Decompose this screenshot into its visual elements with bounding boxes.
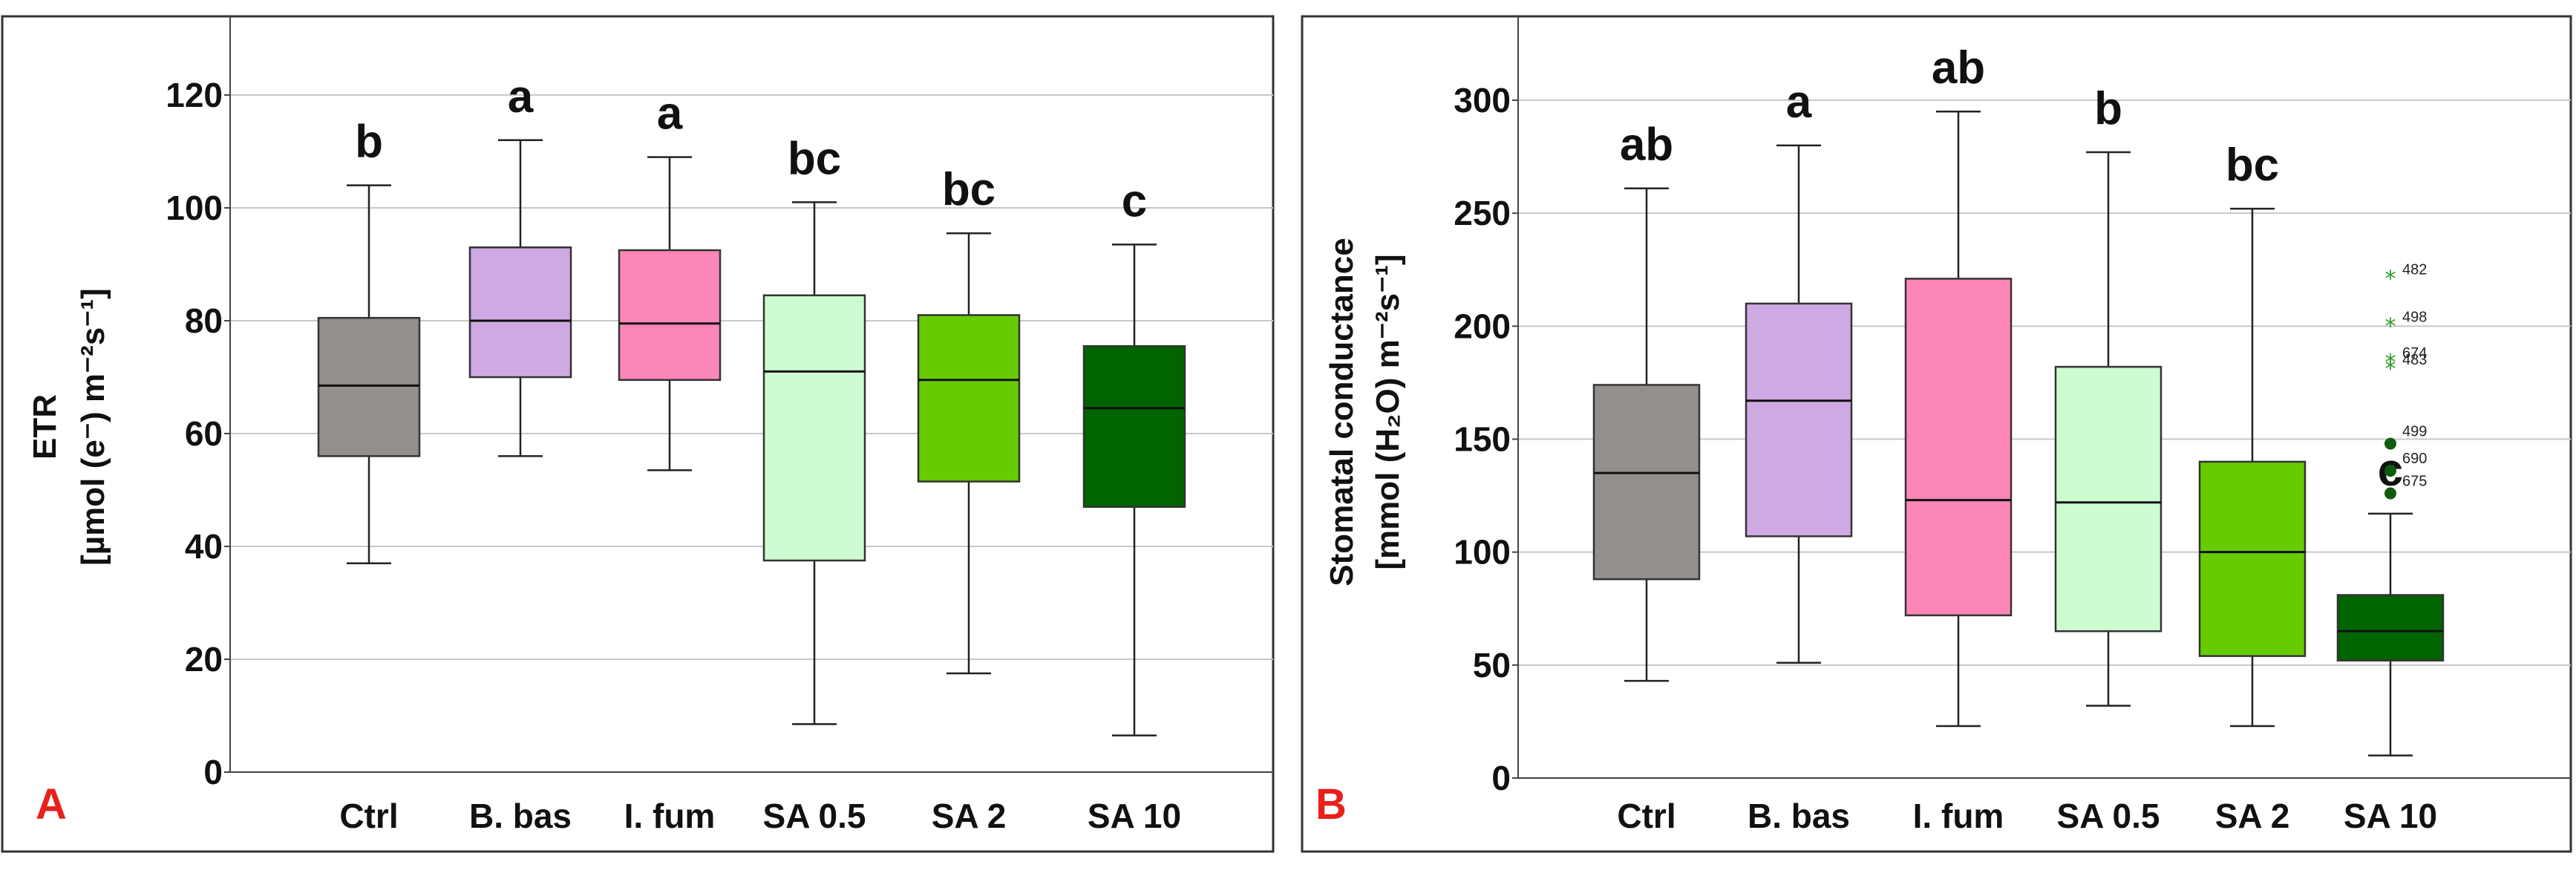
stomatal-panel-letter: B	[1315, 780, 1347, 829]
etr-group-letter: bc	[942, 164, 996, 215]
stomatal-ylabel-line1: Stomatal conductance	[1324, 238, 1360, 586]
stomatal-category-label: SA 10	[2344, 797, 2437, 835]
stomatal-outlier-dot	[2384, 465, 2396, 477]
panel-a-etr-chart: 0 20 40 60 80 100 120 ETR [µmol (e⁻) m⁻²s⁻¹] Ab Ct…	[1, 15, 1275, 853]
etr-group-letter: c	[1122, 175, 1147, 226]
stomatal-outlier-label: 498	[2402, 309, 2427, 325]
stomatal-box-sa-10	[2336, 512, 2445, 757]
etr-ytick-label: 80	[185, 301, 223, 340]
etr-category-label: SA 0.5	[763, 797, 866, 835]
stomatal-ytick-label: 200	[1454, 307, 1511, 345]
etr-box-b-bas	[468, 139, 572, 457]
stomatal-group-letter: ab	[1932, 42, 1985, 94]
stomatal-ytick-label: 100	[1454, 533, 1511, 572]
etr-iqr-box	[618, 249, 722, 382]
stomatal-iqr-box	[2054, 365, 2163, 633]
stomatal-ytick-label: 150	[1454, 420, 1511, 459]
stomatal-outlier-dot	[2384, 487, 2396, 500]
stomatal-ytick-label: 300	[1454, 81, 1511, 120]
stomatal-box-sa-0-5	[2054, 151, 2163, 707]
stomatal-outlier-star: *	[2385, 350, 2396, 376]
etr-ytick-label: 100	[166, 189, 223, 227]
stomatal-box-b-bas	[1745, 144, 1853, 664]
stomatal-outlier-label: 499	[2402, 424, 2427, 440]
etr-ylabel-line2: [µmol (e⁻) m⁻²s⁻¹]	[75, 288, 111, 566]
panel-b-stomatal-chart: 0 50 100 150 200 250 300 Stomatal conductance [m…	[1301, 15, 2572, 853]
stomatal-outlier-label: 483	[2402, 352, 2427, 368]
stomatal-ytick-label: 0	[1491, 759, 1511, 797]
stomatal-iqr-box	[1904, 278, 2013, 617]
etr-box-sa-2	[917, 232, 1021, 675]
stomatal-box-i-fum	[1904, 110, 2013, 728]
etr-group-letter: bc	[788, 133, 841, 184]
stomatal-outlier-label: 482	[2402, 261, 2427, 278]
etr-category-label: B. bas	[469, 797, 572, 835]
stomatal-iqr-box	[2336, 594, 2445, 661]
etr-iqr-box	[762, 294, 866, 562]
etr-ylabel-line1: ETR	[27, 394, 63, 460]
stomatal-ytick-label: 50	[1473, 646, 1511, 684]
stomatal-ylabel-line2: [mmol (H₂O) m⁻²s⁻¹]	[1370, 254, 1406, 569]
stomatal-category-label: B. bas	[1748, 797, 1850, 835]
stomatal-outlier-dot	[2384, 437, 2396, 450]
etr-group-letter: b	[355, 117, 383, 168]
stomatal-outlier-star: *	[2385, 356, 2396, 382]
stomatal-outlier-star: *	[2385, 313, 2396, 339]
stomatal-iqr-box	[1592, 384, 1701, 581]
etr-category-label: SA 10	[1088, 797, 1181, 835]
stomatal-iqr-box	[2198, 460, 2307, 657]
etr-box-ctrl	[317, 184, 421, 565]
etr-group-letter: a	[508, 71, 534, 122]
etr-box-i-fum	[618, 156, 722, 471]
etr-iqr-box	[917, 314, 1021, 483]
stomatal-outlier-label: 674	[2402, 345, 2427, 362]
stomatal-outlier-star: *	[2385, 266, 2396, 292]
stomatal-group-letter: ab	[1620, 120, 1673, 171]
etr-category-label: SA 2	[932, 797, 1007, 835]
stomatal-category-label: Ctrl	[1617, 797, 1676, 835]
stomatal-iqr-box	[1745, 302, 1853, 537]
stomatal-category-label: I. fum	[1913, 797, 2004, 835]
etr-ytick-label: 0	[203, 753, 223, 791]
etr-box-sa-10	[1082, 244, 1186, 736]
stomatal-group-letter: bc	[2226, 140, 2279, 191]
etr-panel-letter: A	[36, 780, 67, 829]
stomatal-group-letter: a	[1786, 76, 1812, 128]
stomatal-box-ctrl	[1592, 187, 1701, 682]
stomatal-category-label: SA 2	[2215, 797, 2290, 835]
etr-ytick-label: 40	[185, 527, 223, 566]
etr-iqr-box	[468, 246, 572, 379]
etr-iqr-box	[1082, 344, 1186, 509]
etr-iqr-box	[317, 316, 421, 457]
stomatal-ytick-label: 250	[1454, 194, 1511, 232]
etr-ytick-label: 20	[185, 640, 223, 679]
stomatal-outlier-label: 675	[2402, 474, 2427, 490]
etr-ytick-label: 60	[185, 414, 223, 453]
stomatal-box-sa-2	[2198, 207, 2307, 728]
etr-category-label: Ctrl	[339, 797, 398, 835]
etr-box-sa-0-5	[762, 201, 866, 725]
etr-ytick-label: 120	[166, 76, 223, 114]
stomatal-outlier-label: 690	[2402, 451, 2427, 467]
etr-group-letter: a	[657, 88, 683, 140]
stomatal-category-label: SA 0.5	[2057, 797, 2160, 835]
etr-category-label: I. fum	[624, 797, 716, 835]
stomatal-group-letter: b	[2094, 83, 2122, 134]
